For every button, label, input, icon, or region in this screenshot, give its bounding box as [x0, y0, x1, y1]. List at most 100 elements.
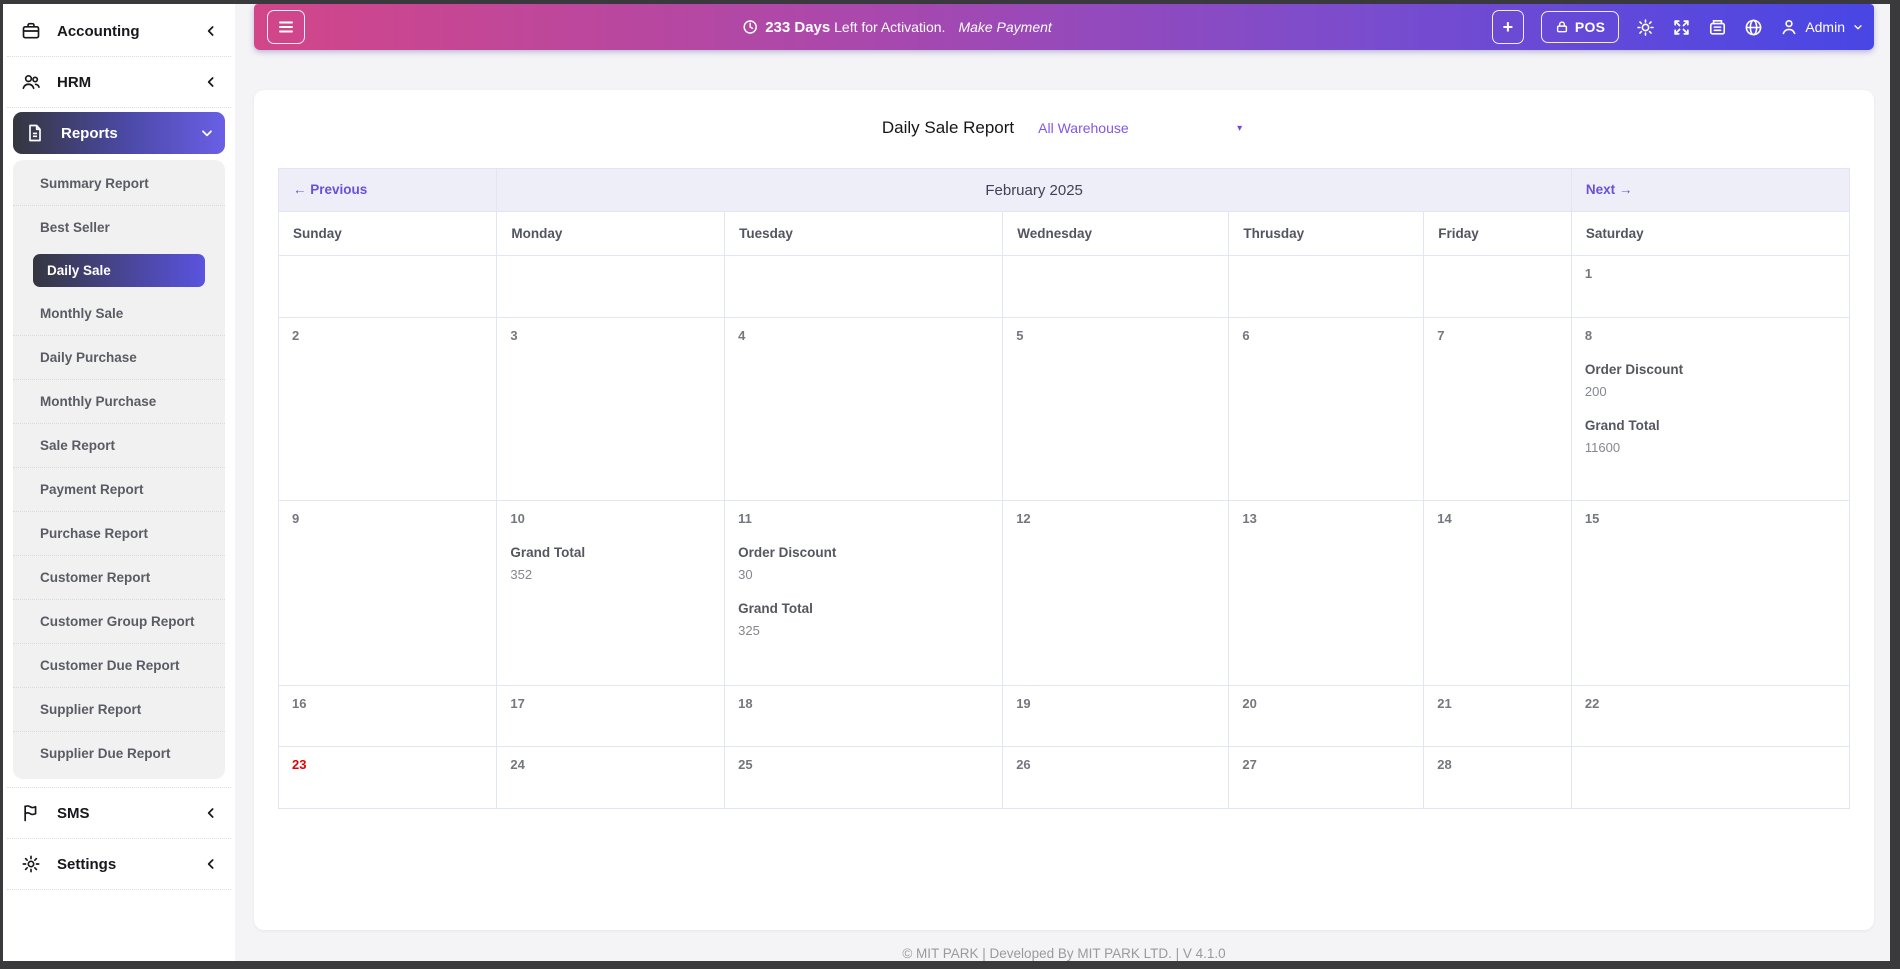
flag-icon [21, 803, 41, 823]
day-number: 21 [1437, 696, 1452, 711]
pos-button[interactable]: POS [1540, 11, 1620, 43]
calendar-cell-day-9: 9 [277, 500, 498, 686]
day-number: 24 [510, 757, 525, 772]
calendar-cell-empty [1002, 255, 1230, 318]
submenu-item-supplier-due-report[interactable]: Supplier Due Report [13, 731, 225, 775]
day-number: 26 [1016, 757, 1031, 772]
hamburger-menu-button[interactable] [267, 10, 305, 44]
day-number: 5 [1016, 328, 1024, 343]
sidebar-item-label: Reports [61, 124, 118, 142]
warehouse-select[interactable]: All Warehouse ▾ [1034, 118, 1246, 138]
chevron-down-icon [1852, 21, 1864, 33]
activation-notice: 233 Days Left for Activation. Make Payme… [742, 19, 1052, 36]
day-number: 17 [510, 696, 525, 711]
submenu-item-customer-group-report[interactable]: Customer Group Report [13, 599, 225, 643]
submenu-item-customer-report[interactable]: Customer Report [13, 555, 225, 599]
sidebar-item-label: HRM [57, 73, 92, 91]
sale-entry: Order Discount 30 [738, 545, 989, 582]
day-number: 4 [738, 328, 746, 343]
day-header-friday: Friday [1423, 211, 1572, 256]
day-number: 1 [1584, 266, 1593, 281]
calendar-cell-day-3: 3 [496, 317, 726, 501]
activation-text: Left for Activation. [834, 18, 946, 35]
submenu-item-customer-due-report[interactable]: Customer Due Report [13, 643, 225, 687]
sidebar-item-settings[interactable]: Settings [3, 839, 235, 889]
calendar-cell-day-28: 28 [1423, 746, 1572, 809]
sidebar-item-label: Settings [57, 855, 117, 873]
submenu-item-payment-report[interactable]: Payment Report [13, 467, 225, 511]
chevron-left-icon [203, 74, 219, 90]
calendar-cell-day-2: 2 [277, 317, 498, 501]
sidebar-item-sms[interactable]: SMS [3, 788, 235, 838]
reports-submenu: Summary Report Best Seller Daily Sale Month… [13, 160, 225, 779]
submenu-item-sale-report[interactable]: Sale Report [13, 423, 225, 467]
warehouse-selected-value: All Warehouse [1038, 120, 1129, 136]
calendar-cell-day-22: 22 [1570, 685, 1851, 747]
calendar-cell-day-11: 11 Order Discount 30 Grand Total 325 [724, 500, 1004, 686]
next-label: Next [1585, 182, 1616, 197]
submenu-item-monthly-purchase[interactable]: Monthly Purchase [13, 379, 225, 423]
calendar-cell-empty [277, 255, 498, 318]
entry-label: Grand Total [510, 545, 586, 560]
submenu-item-summary-report[interactable]: Summary Report [40, 176, 149, 191]
calendar-cell-day-6: 6 [1228, 317, 1425, 501]
add-button[interactable]: + [1491, 10, 1524, 44]
day-header-saturday: Saturday [1570, 211, 1851, 256]
submenu-item-daily-purchase[interactable]: Daily Purchase [13, 335, 225, 379]
hamburger-icon [277, 18, 295, 36]
day-number: 13 [1242, 511, 1257, 526]
day-number-today: 23 [292, 757, 307, 772]
day-number: 8 [1584, 328, 1593, 343]
day-number: 3 [510, 328, 518, 343]
arrow-right-icon: → [1618, 182, 1633, 197]
fullscreen-icon[interactable] [1672, 18, 1691, 37]
next-month-link[interactable]: Next → [1586, 182, 1633, 197]
submenu-item-purchase-report[interactable]: Purchase Report [13, 511, 225, 555]
cash-drawer-icon[interactable] [1708, 18, 1727, 37]
sidebar: Accounting HRM Reports Summary Report Best S… [3, 4, 235, 961]
sidebar-divider [7, 838, 231, 839]
submenu-item-best-seller[interactable]: Best Seller [13, 205, 225, 249]
day-number: 14 [1437, 511, 1452, 526]
sidebar-divider [7, 787, 231, 788]
entry-value: 30 [738, 567, 753, 582]
calendar-cell-empty [1228, 255, 1425, 318]
calendar-cell-day-10: 10 Grand Total 352 [496, 500, 726, 686]
previous-month-link[interactable]: ← Previous [293, 182, 367, 197]
sidebar-divider [7, 107, 231, 108]
submenu-item-daily-sale[interactable]: Daily Sale [33, 254, 205, 287]
chevron-left-icon [203, 856, 219, 872]
clock-icon [742, 19, 758, 35]
sun-icon[interactable] [1636, 18, 1655, 37]
day-number: 2 [292, 328, 300, 343]
calendar-week-row: 23 24 25 26 27 28 [277, 746, 1851, 809]
calendar-week-row: 16 17 18 19 20 21 22 [277, 685, 1851, 747]
calendar-cell-day-25: 25 [724, 746, 1004, 809]
sidebar-item-accounting[interactable]: Accounting [3, 6, 235, 56]
sidebar-item-hrm[interactable]: HRM [3, 57, 235, 107]
day-header-wednesday: Wednesday [1002, 211, 1230, 256]
day-header-tuesday: Tuesday [724, 211, 1004, 256]
entry-label: Order Discount [1584, 362, 1684, 377]
sidebar-item-reports[interactable]: Reports [13, 112, 225, 154]
day-number: 9 [292, 511, 300, 526]
admin-menu[interactable]: Admin [1780, 18, 1864, 36]
make-payment-link[interactable]: Make Payment [958, 19, 1052, 35]
day-number: 18 [738, 696, 753, 711]
day-number: 16 [292, 696, 307, 711]
calendar-cell-day-14: 14 [1423, 500, 1572, 686]
submenu-item-supplier-report[interactable]: Supplier Report [13, 687, 225, 731]
daily-sale-calendar: ← Previous February 2025 Next → Sunday Monda… [277, 168, 1851, 809]
day-number: 6 [1242, 328, 1250, 343]
calendar-cell-day-12: 12 [1002, 500, 1230, 686]
submenu-item-monthly-sale[interactable]: Monthly Sale [40, 306, 124, 321]
calendar-nav-row: ← Previous February 2025 Next → [277, 168, 1851, 212]
calendar-week-row: 9 10 Grand Total 352 11 Order Discount 30 Grand… [277, 500, 1851, 686]
globe-icon[interactable] [1744, 18, 1763, 37]
gear-icon [21, 854, 41, 874]
day-number: 20 [1242, 696, 1257, 711]
calendar-week-row: 1 [277, 255, 1851, 318]
users-icon [21, 72, 41, 92]
calendar-day-header-row: Sunday Monday Tuesday Wednesday Thrusday Frid… [277, 211, 1851, 256]
chevron-left-icon [203, 23, 219, 39]
